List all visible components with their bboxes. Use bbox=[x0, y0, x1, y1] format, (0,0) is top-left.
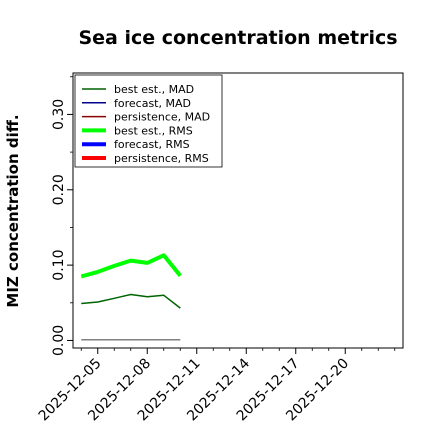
y-tick-label: 0.20 bbox=[51, 174, 67, 205]
series-lines bbox=[80, 253, 182, 341]
legend-entry: best est., RMS bbox=[114, 124, 193, 137]
y-tick-label: 0.30 bbox=[51, 99, 67, 130]
legend-entry: forecast, RMS bbox=[114, 138, 190, 151]
legend-entry: persistence, MAD bbox=[114, 111, 210, 124]
series-line-0 bbox=[81, 293, 181, 309]
y-tick-label: 0.00 bbox=[51, 325, 67, 356]
y-axis-label: MIZ concentration diff. bbox=[4, 114, 22, 307]
legend-frame bbox=[74, 74, 223, 168]
plot-area bbox=[72, 72, 404, 349]
legend-entry: forecast, MAD bbox=[114, 97, 191, 110]
y-tick-label: 0.10 bbox=[51, 250, 67, 281]
series-line-3 bbox=[80, 253, 182, 279]
x-axis-ticks: 2025-12-052025-12-082025-12-112025-12-14… bbox=[36, 348, 396, 424]
legend-entry: persistence, RMS bbox=[114, 152, 209, 165]
chart-title: Sea ice concentration metrics bbox=[78, 27, 397, 49]
y-axis-ticks: 0.00 0.10 0.20 0.30 bbox=[51, 76, 73, 356]
legend-entry: best est., MAD bbox=[114, 83, 194, 96]
